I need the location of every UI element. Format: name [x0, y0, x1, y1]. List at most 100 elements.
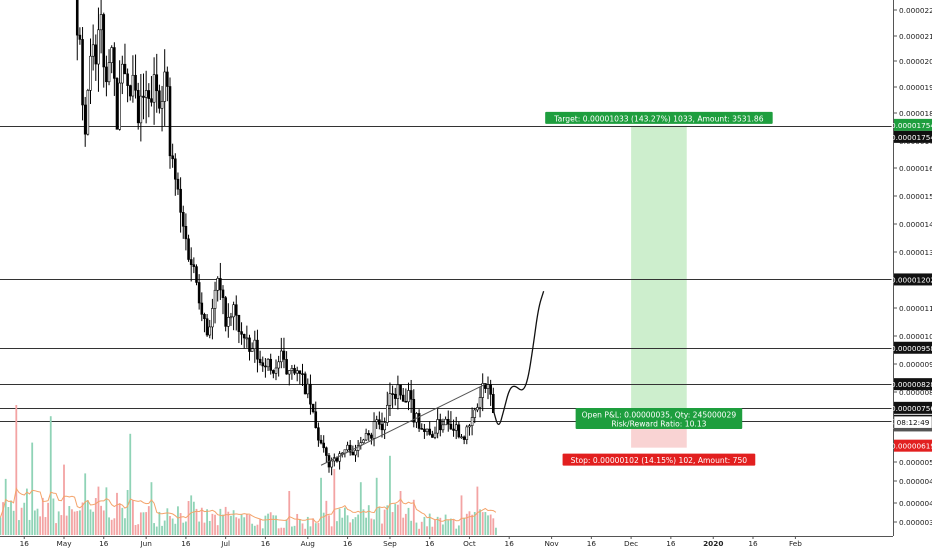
- volume-bar: [47, 502, 49, 535]
- volume-bar: [415, 522, 418, 535]
- volume-bar: [171, 518, 174, 535]
- volume-bar: [145, 512, 148, 535]
- candle-body: [351, 451, 355, 456]
- volume-moving-average: [0, 487, 497, 523]
- volume-bar: [110, 519, 113, 535]
- volume-bar: [312, 518, 314, 535]
- candle-body: [356, 445, 360, 451]
- candle-body: [237, 314, 241, 332]
- candle-body: [423, 428, 426, 432]
- volume-bar: [49, 416, 52, 535]
- volume-bar: [147, 506, 150, 535]
- volume-bar: [222, 514, 224, 535]
- candle-body: [97, 29, 100, 65]
- volume-bar: [248, 514, 251, 535]
- price-tick-label: 0.00000355: [899, 518, 932, 527]
- volume-bar: [428, 513, 431, 535]
- candle-body: [452, 428, 455, 431]
- time-tick-label: Nov: [544, 539, 559, 548]
- candle-body: [301, 373, 304, 375]
- volume-bar: [230, 515, 232, 535]
- volume-bar: [288, 491, 291, 535]
- volume-bar: [198, 521, 201, 535]
- candle-body: [385, 405, 389, 423]
- volume-bar: [71, 509, 73, 535]
- candle-body: [372, 421, 376, 439]
- volume-bar: [174, 523, 177, 535]
- candle-body: [171, 155, 174, 160]
- volume-bar: [161, 525, 163, 535]
- candle-body: [417, 413, 421, 429]
- volume-bar: [442, 524, 444, 535]
- volume-bar: [277, 528, 280, 535]
- candle-body: [83, 104, 87, 135]
- volume-bar: [10, 500, 12, 535]
- volume-bar: [383, 509, 386, 535]
- candle-body: [481, 383, 485, 398]
- volume-bar: [36, 508, 39, 535]
- volume-bar: [283, 527, 285, 535]
- volume-bar: [452, 519, 455, 535]
- time-tick-label: 16: [261, 539, 271, 548]
- volume-bar: [73, 511, 76, 535]
- time-tick-label: Jun: [139, 539, 151, 548]
- volume-bar: [439, 517, 442, 535]
- volume-bar: [124, 518, 126, 535]
- price-tick-label: 0.00001800: [899, 109, 932, 118]
- volume-bar: [495, 527, 497, 535]
- volume-bar: [280, 527, 283, 535]
- time-tick-label: 16: [666, 539, 676, 548]
- candle-body: [245, 337, 249, 340]
- candle-body: [110, 47, 113, 63]
- volume-bar: [373, 519, 375, 535]
- candle-body: [362, 439, 365, 443]
- volume-bar: [420, 521, 423, 535]
- candle-body: [484, 383, 487, 389]
- stop-label-text: Stop: 0.00000102 (14.15%) 102, Amount: 7…: [571, 456, 748, 465]
- candle-body: [269, 358, 273, 371]
- volume-bar: [100, 505, 102, 535]
- price-tick-label: 0.00001000: [899, 332, 932, 341]
- candle-body: [86, 90, 90, 135]
- projection-path: [492, 291, 545, 426]
- volume-bar: [60, 515, 63, 535]
- candle-body: [266, 358, 270, 368]
- candle-body: [446, 418, 450, 425]
- target-label: Target: 0.00001033 (143.27%) 1033, Amoun…: [545, 111, 773, 124]
- volume-bar: [306, 516, 309, 535]
- volume-bar: [4, 478, 7, 535]
- volume-bar: [492, 518, 495, 535]
- volume-bar: [153, 523, 155, 535]
- candle-body: [399, 384, 402, 396]
- volume-bar: [39, 516, 42, 535]
- volume-bar: [267, 513, 269, 535]
- volume-bar: [2, 502, 4, 535]
- price-tick-label: 0.00002100: [899, 32, 932, 41]
- candle-body: [375, 419, 379, 422]
- candle-body: [240, 331, 243, 335]
- price-tick-label: 0.00001100: [899, 304, 932, 313]
- volume-bar: [341, 517, 344, 535]
- volume-bar: [129, 433, 132, 535]
- price-tick-label: 0.00000900: [899, 360, 932, 369]
- candle-body: [380, 424, 384, 431]
- volume-bar: [330, 526, 333, 535]
- volume-bar: [79, 510, 81, 535]
- candle-body: [468, 425, 471, 428]
- candle-body: [412, 398, 416, 423]
- candle-body: [205, 318, 209, 336]
- candle-body: [158, 90, 161, 109]
- volume-bar: [26, 488, 28, 535]
- candle-body: [396, 384, 400, 399]
- candle-body: [75, 0, 79, 36]
- candle-body: [195, 266, 198, 283]
- volume-bar: [243, 517, 246, 535]
- volume-bar: [219, 508, 222, 535]
- candle-body: [433, 432, 437, 438]
- volume-bar: [397, 504, 399, 535]
- volume-bar: [272, 515, 275, 535]
- volume-bar: [28, 519, 31, 535]
- volume-bar: [108, 517, 110, 535]
- profit-zone: [631, 125, 687, 421]
